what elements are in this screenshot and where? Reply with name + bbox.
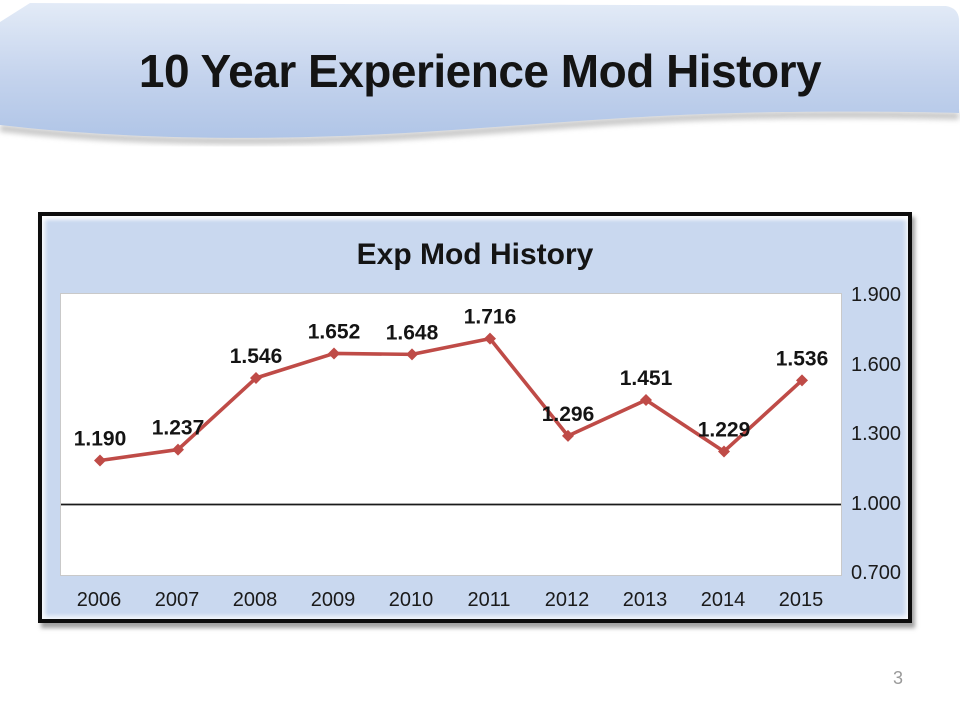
page-number: 3 bbox=[892, 668, 903, 688]
chart-frame: Exp Mod History 1.190 1.237 1.546 1.652 1.64… bbox=[38, 212, 912, 623]
x-axis-tick-label: 2009 bbox=[310, 589, 356, 611]
y-axis-tick-label: 1.600 bbox=[850, 353, 902, 376]
plot-area: 1.190 1.237 1.546 1.652 1.648 1.716 1.296 1.451… bbox=[60, 293, 842, 576]
x-axis-tick-label: 2011 bbox=[467, 589, 511, 611]
banner-shape bbox=[0, 3, 959, 138]
data-point-marker bbox=[94, 454, 106, 467]
x-axis-tick-label: 2014 bbox=[700, 589, 746, 611]
data-point-label: 1.451 bbox=[620, 367, 673, 390]
y-axis-tick-label: 0.700 bbox=[850, 562, 902, 584]
line-chart: 1.190 1.237 1.546 1.652 1.648 1.716 1.296 1.451… bbox=[61, 306, 841, 506]
data-point-marker bbox=[250, 372, 262, 385]
data-point-label: 1.648 bbox=[386, 321, 439, 344]
x-axis-tick-label: 2013 bbox=[622, 589, 668, 611]
data-point-label: 1.296 bbox=[542, 403, 595, 426]
data-point-marker bbox=[406, 348, 418, 361]
y-axis-tick-label: 1.900 bbox=[850, 284, 902, 306]
data-point-label: 1.652 bbox=[308, 320, 361, 343]
x-axis-tick-label: 2008 bbox=[232, 589, 278, 611]
data-point-marker bbox=[718, 445, 730, 458]
data-point-marker bbox=[484, 332, 496, 345]
chart-title: Exp Mod History bbox=[356, 238, 594, 271]
y-axis-tick-label: 1.000 bbox=[850, 492, 902, 515]
x-axis-tick-label: 2006 bbox=[76, 589, 122, 611]
series-line bbox=[98, 336, 804, 463]
banner-shadow bbox=[0, 111, 960, 145]
x-axis-tick-label: 2007 bbox=[154, 589, 200, 611]
data-point-label: 1.716 bbox=[464, 306, 517, 329]
x-axis-tick-label: 2012 bbox=[544, 589, 590, 611]
y-axis-tick-label: 1.300 bbox=[850, 423, 902, 445]
data-point-marker bbox=[562, 429, 574, 442]
data-point-label: 1.546 bbox=[230, 345, 283, 368]
slide-title: 10 Year Experience Mod History bbox=[138, 45, 822, 97]
data-point-label: 1.237 bbox=[152, 417, 205, 440]
data-point-marker bbox=[796, 374, 808, 387]
data-point-label: 1.229 bbox=[698, 418, 751, 441]
data-point-label: 1.536 bbox=[776, 347, 829, 370]
data-point-marker bbox=[172, 443, 184, 456]
data-point-marker bbox=[640, 394, 652, 407]
data-point-marker bbox=[328, 347, 340, 360]
x-axis-tick-label: 2015 bbox=[778, 589, 824, 611]
data-point-label: 1.190 bbox=[74, 427, 127, 450]
x-axis-tick-label: 2010 bbox=[388, 589, 434, 611]
header-banner bbox=[0, 3, 960, 145]
